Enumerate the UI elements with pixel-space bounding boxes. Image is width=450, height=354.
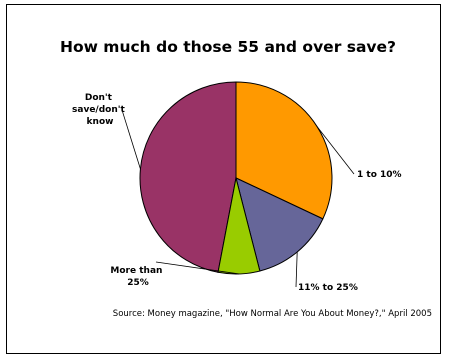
- label-more-than-25: More than 25%: [110, 266, 165, 288]
- leader-dont-save: [121, 109, 141, 170]
- label-1-to-10: 1 to 10%: [357, 170, 402, 180]
- slice-dont-save: [139, 81, 237, 273]
- label-leaders: [121, 109, 355, 288]
- leader-11-to-25: [295, 251, 298, 288]
- label-dont-save: Don't save/don't know: [72, 93, 128, 127]
- slice-1-to-10: [235, 81, 333, 220]
- pie-chart: How much do those 55 and over save? Don'…: [60, 38, 432, 319]
- leader-more-than-25: [155, 261, 240, 275]
- slice-11-to-25: [235, 177, 324, 272]
- source-note: Source: Money magazine, "How Normal Are …: [113, 309, 432, 319]
- label-11-to-25: 11% to 25%: [298, 283, 358, 293]
- leader-1-to-10: [316, 126, 355, 175]
- pie-slices: [139, 81, 333, 275]
- chart-title: How much do those 55 and over save?: [60, 38, 396, 56]
